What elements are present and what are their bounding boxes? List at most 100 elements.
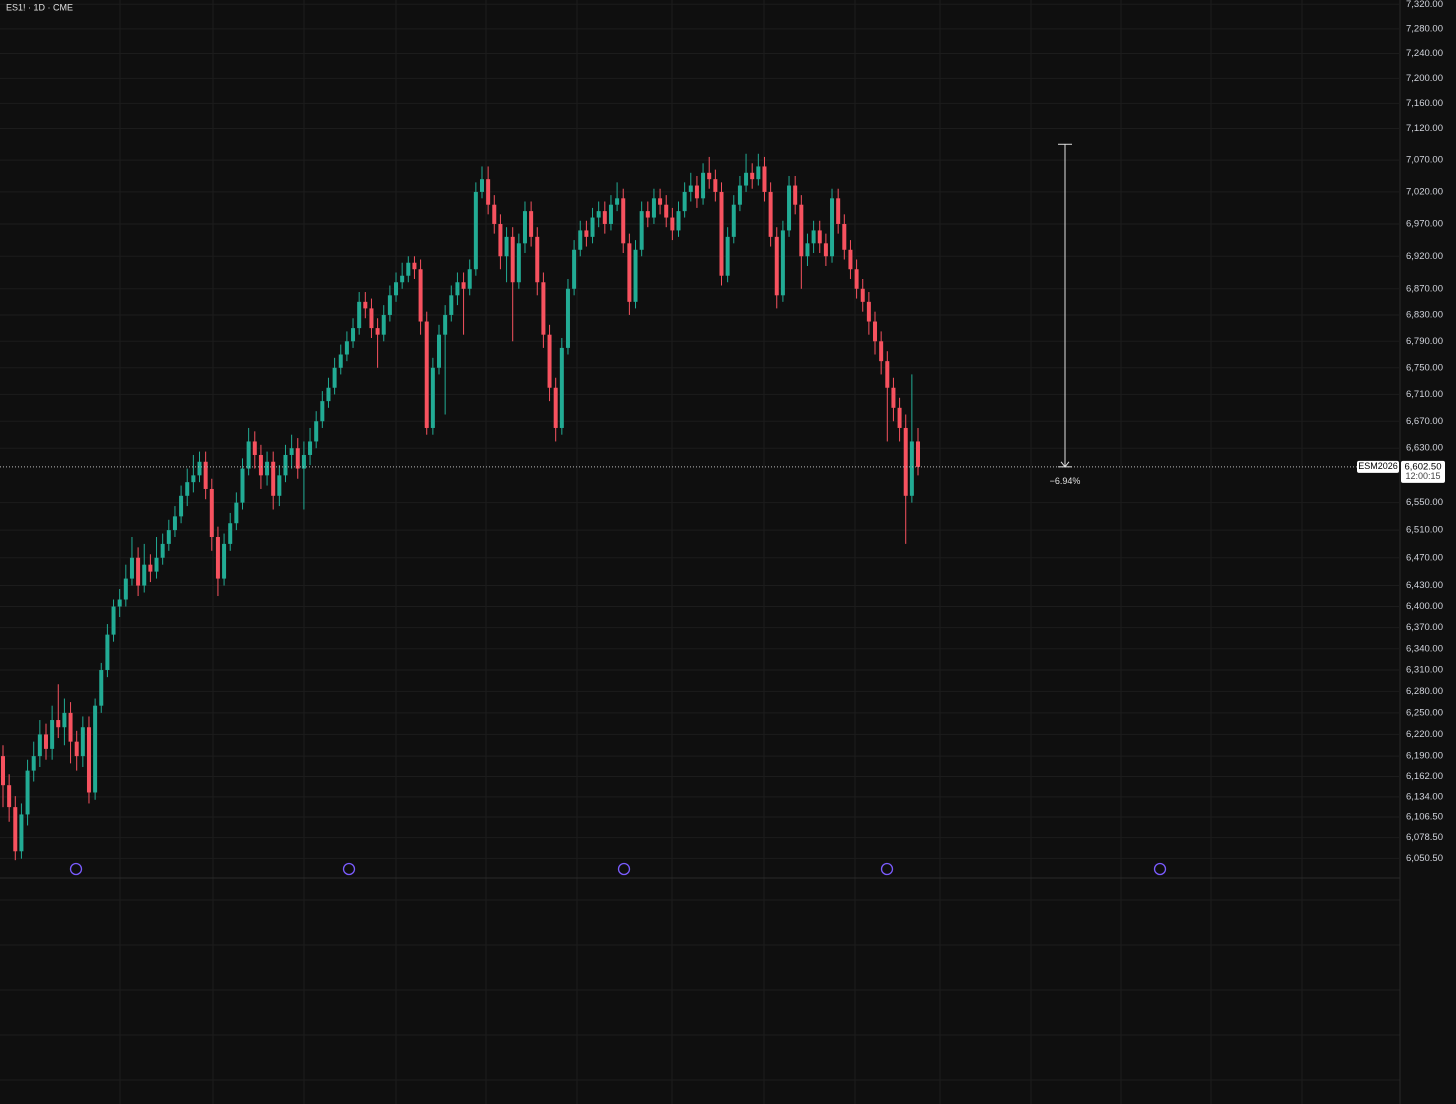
candle [498,214,503,270]
candle-body [258,454,263,476]
last-price-label: 6,602.50 [1405,461,1442,472]
candle-body [381,314,386,335]
candle-body [866,301,871,322]
candle-body [400,275,405,283]
event-icon[interactable] [880,862,894,876]
candle [787,175,792,237]
candle-body [787,185,792,231]
candle [142,543,147,593]
candle [437,324,442,375]
candle-body [148,564,153,572]
y-tick-label: 7,160.00 [1406,98,1443,109]
y-tick-label: 6,550.00 [1406,497,1443,508]
candle [185,468,190,507]
candle [811,220,816,254]
event-icon[interactable] [617,862,631,876]
candle [344,331,349,362]
event-icon[interactable] [69,862,83,876]
candle-body [265,461,270,476]
candle [418,259,423,335]
candle-body [314,421,319,442]
candle [854,259,859,299]
candle-body [639,211,644,250]
candle [682,182,687,218]
y-tick-label: 6,430.00 [1406,580,1443,591]
candle-body [289,448,294,455]
candle [172,506,177,538]
candle-body [222,543,227,579]
candle-body [93,705,98,793]
candle-body [559,347,564,428]
candle [510,227,515,342]
y-tick-label: 7,320.00 [1406,0,1443,10]
y-tick-label: 6,340.00 [1406,643,1443,654]
event-icon[interactable] [342,862,356,876]
candle-body [295,448,300,469]
candle [289,434,294,469]
candle-body [817,230,822,244]
candle-body [713,179,718,192]
candle [529,201,534,247]
candle-body [805,243,810,257]
candle [363,292,368,319]
candle-body [535,236,540,283]
event-icon[interactable] [1153,862,1167,876]
y-tick-label: 6,370.00 [1406,622,1443,633]
candle [234,492,239,531]
candle-body [209,488,214,538]
measure-arrow [1060,461,1070,468]
candle-body [129,557,134,579]
candle-body [811,230,816,244]
candle-body [584,230,589,237]
candle [191,454,196,493]
candle-body [823,243,828,257]
candle [31,741,36,782]
candle [467,259,472,296]
candle [136,547,141,597]
candle-body [473,191,478,270]
candle [43,723,48,760]
candle [608,195,613,231]
last-price-tag [1401,460,1445,483]
candle-body [394,282,399,296]
candle [62,698,67,746]
y-tick-label: 7,020.00 [1406,186,1443,197]
candle-body [31,756,36,771]
candle-body [615,198,620,205]
candle [694,175,699,208]
candle [375,318,380,368]
candle [866,292,871,335]
candle-body [56,720,61,728]
candle [897,397,902,442]
y-tick-label: 6,190.00 [1406,751,1443,762]
candle-body [1,756,5,786]
y-tick-label: 6,280.00 [1406,686,1443,697]
candle [842,214,847,260]
y-tick-label: 6,830.00 [1406,309,1443,320]
candle-body [688,185,693,192]
candle-body [166,530,171,544]
candle-body [332,367,337,388]
candle [7,774,12,822]
candle [633,240,638,309]
candle-body [363,301,368,309]
candle-body [873,321,878,342]
symbol-title: ES1! · 1D · CME [6,2,73,12]
candle [424,311,429,435]
candle [37,720,42,767]
y-tick-label: 6,710.00 [1406,389,1443,400]
candle-body [596,211,601,218]
candle [13,796,18,861]
candle-body [111,606,116,635]
y-tick-label: 6,250.00 [1406,707,1443,718]
candle [314,411,319,449]
candle [688,172,693,202]
candle-body [99,670,104,706]
candle [265,451,270,486]
candle [25,759,30,826]
candle-body [123,578,128,600]
candle [891,377,896,422]
candle-body [774,236,779,296]
candle [443,305,448,415]
